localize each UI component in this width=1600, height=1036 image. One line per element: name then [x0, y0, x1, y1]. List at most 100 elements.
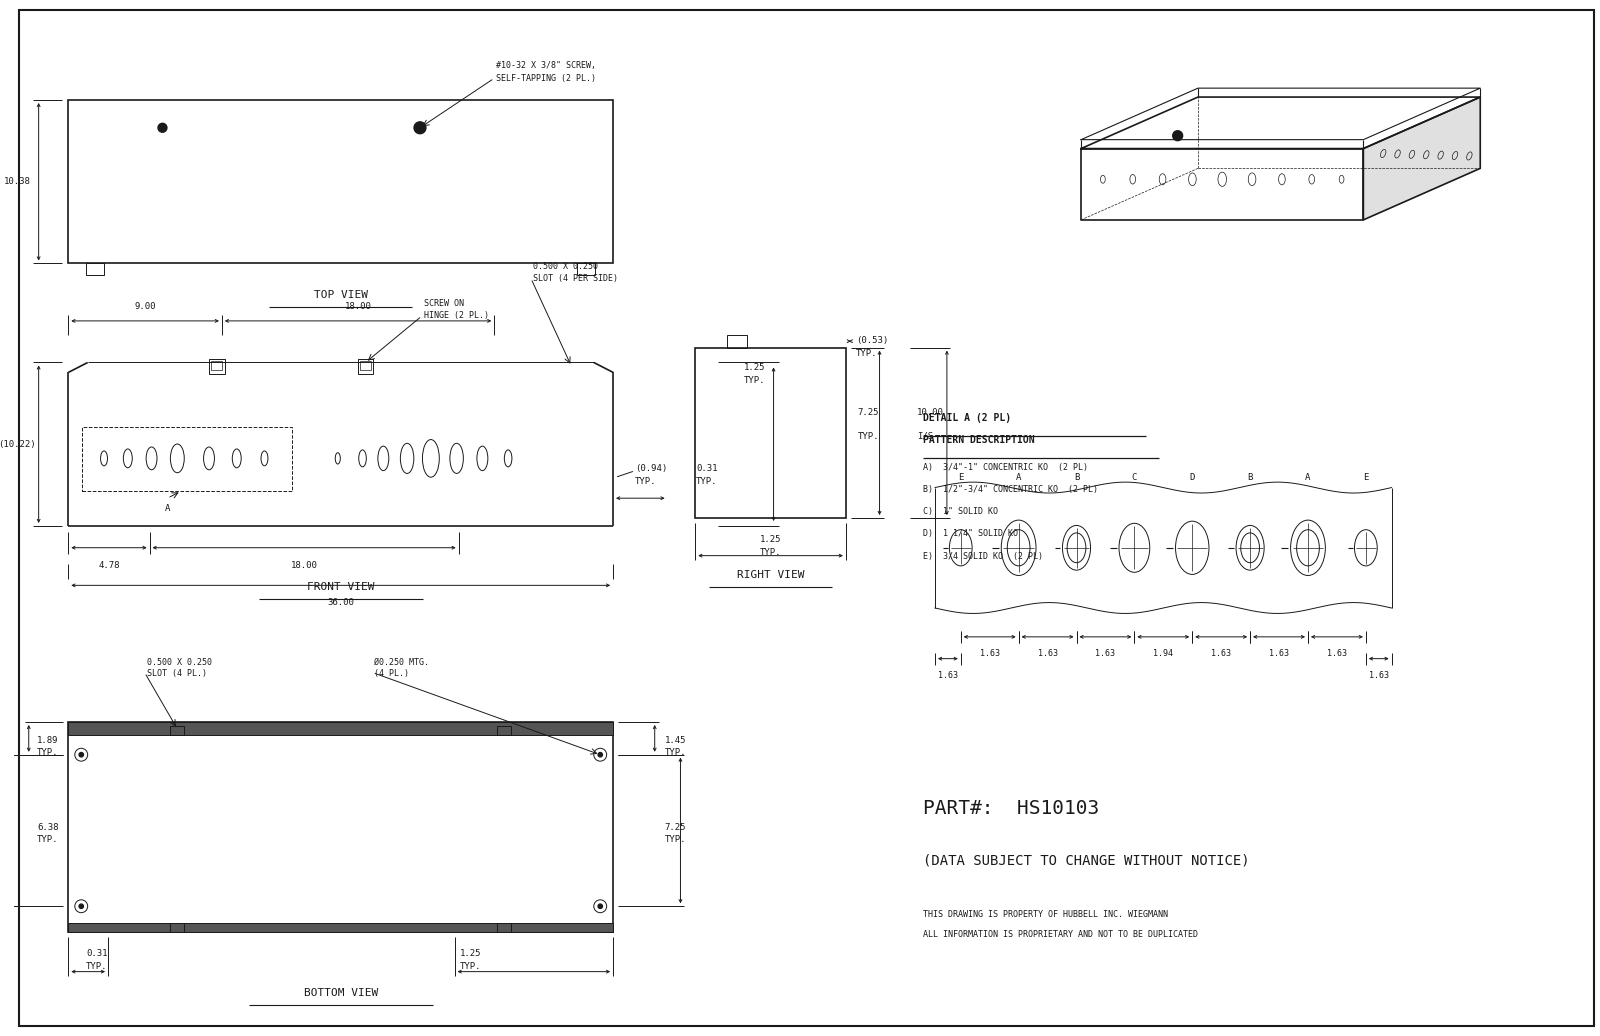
- Text: 1.94: 1.94: [1154, 649, 1173, 658]
- Text: SLOT (4 PL.): SLOT (4 PL.): [147, 669, 206, 679]
- Text: TYP.: TYP.: [37, 748, 59, 757]
- Bar: [69, 100, 613, 263]
- Text: SCREW ON: SCREW ON: [424, 299, 464, 308]
- Polygon shape: [1082, 148, 1363, 220]
- Text: 0.31: 0.31: [696, 464, 718, 473]
- Bar: [69, 722, 613, 932]
- Bar: [82, 427, 293, 491]
- Text: 36.00: 36.00: [328, 598, 354, 607]
- Text: 1.25: 1.25: [760, 536, 781, 544]
- Bar: [86, 263, 104, 276]
- Text: (4 PL.): (4 PL.): [374, 669, 410, 679]
- Text: A: A: [1306, 472, 1310, 482]
- Text: 1.63: 1.63: [1211, 649, 1230, 658]
- Text: I/S: I/S: [917, 432, 933, 440]
- Text: 1.63: 1.63: [1096, 649, 1115, 658]
- Text: E: E: [958, 472, 963, 482]
- Text: PART#:  HS10103: PART#: HS10103: [923, 799, 1099, 818]
- Text: TYP.: TYP.: [744, 376, 765, 384]
- Circle shape: [158, 123, 166, 133]
- Circle shape: [414, 122, 426, 134]
- Text: #10-32 X 3/8" SCREW,: #10-32 X 3/8" SCREW,: [496, 61, 597, 70]
- Text: (DATA SUBJECT TO CHANGE WITHOUT NOTICE): (DATA SUBJECT TO CHANGE WITHOUT NOTICE): [923, 854, 1250, 867]
- Text: TOP VIEW: TOP VIEW: [314, 290, 368, 300]
- Text: 18.00: 18.00: [344, 303, 371, 311]
- Circle shape: [1173, 131, 1182, 141]
- Text: 1.25: 1.25: [744, 363, 765, 372]
- Text: TYP.: TYP.: [664, 835, 686, 844]
- Text: C: C: [1131, 472, 1138, 482]
- Text: 6.38: 6.38: [37, 823, 59, 832]
- Text: DETAIL A (2 PL): DETAIL A (2 PL): [923, 413, 1011, 423]
- Text: 1.63: 1.63: [979, 649, 1000, 658]
- Text: (10.22): (10.22): [0, 439, 35, 449]
- Text: ALL INFORMATION IS PROPRIETARY AND NOT TO BE DUPLICATED: ALL INFORMATION IS PROPRIETARY AND NOT T…: [923, 930, 1198, 939]
- Text: TYP.: TYP.: [86, 962, 107, 971]
- Text: 1.45: 1.45: [664, 737, 686, 745]
- Bar: [170, 923, 184, 932]
- Polygon shape: [1363, 97, 1480, 220]
- Circle shape: [598, 752, 603, 757]
- Text: (0.53): (0.53): [856, 337, 888, 345]
- Bar: [498, 726, 510, 735]
- Text: E)  3/4 SOLID KO  (2 PL): E) 3/4 SOLID KO (2 PL): [923, 552, 1043, 560]
- Text: 0.500 X 0.250: 0.500 X 0.250: [533, 262, 598, 271]
- Text: PATTERN DESCRIPTION: PATTERN DESCRIPTION: [923, 435, 1035, 444]
- Polygon shape: [1082, 97, 1480, 148]
- Text: THIS DRAWING IS PROPERTY OF HUBBELL INC. WIEGMANN: THIS DRAWING IS PROPERTY OF HUBBELL INC.…: [923, 911, 1168, 919]
- Text: TYP.: TYP.: [760, 548, 781, 557]
- Text: TYP.: TYP.: [858, 432, 880, 440]
- Text: 10.38: 10.38: [3, 177, 30, 186]
- Bar: [210, 358, 226, 374]
- Text: BOTTOM VIEW: BOTTOM VIEW: [304, 988, 378, 999]
- Circle shape: [78, 752, 83, 757]
- Text: TYP.: TYP.: [459, 962, 482, 971]
- Text: A: A: [165, 503, 170, 513]
- Text: Ø0.250 MTG.: Ø0.250 MTG.: [374, 658, 429, 666]
- Text: 0.500 X 0.250: 0.500 X 0.250: [147, 658, 211, 666]
- Text: B: B: [1074, 472, 1078, 482]
- Bar: [211, 361, 222, 371]
- Text: 1.63: 1.63: [1037, 649, 1058, 658]
- Text: 4.78: 4.78: [98, 560, 120, 570]
- Text: D: D: [1189, 472, 1195, 482]
- Text: 1.63: 1.63: [1368, 670, 1389, 680]
- Text: B)  1/2"-3/4" CONCENTRIC KO  (2 PL): B) 1/2"-3/4" CONCENTRIC KO (2 PL): [923, 485, 1098, 494]
- Text: RIGHT VIEW: RIGHT VIEW: [738, 571, 805, 580]
- Text: A: A: [1016, 472, 1021, 482]
- Text: SELF-TAPPING (2 PL.): SELF-TAPPING (2 PL.): [496, 75, 597, 83]
- Text: B: B: [1248, 472, 1253, 482]
- Text: SLOT (4 PER SIDE): SLOT (4 PER SIDE): [533, 275, 618, 283]
- Text: D)  1 1/4" SOLID KO: D) 1 1/4" SOLID KO: [923, 529, 1018, 539]
- Text: C)  1" SOLID KO: C) 1" SOLID KO: [923, 507, 998, 516]
- Bar: [357, 358, 373, 374]
- Bar: [170, 726, 184, 735]
- Bar: [69, 923, 613, 932]
- Text: 10.00: 10.00: [917, 408, 944, 416]
- Text: 18.00: 18.00: [291, 560, 317, 570]
- Text: TYP.: TYP.: [696, 477, 718, 486]
- Bar: [498, 923, 510, 932]
- Text: 1.63: 1.63: [1269, 649, 1290, 658]
- Text: TYP.: TYP.: [635, 477, 656, 486]
- Text: E: E: [1363, 472, 1368, 482]
- Text: TYP.: TYP.: [664, 748, 686, 757]
- Bar: [360, 361, 371, 371]
- Bar: [69, 722, 613, 735]
- Circle shape: [78, 904, 83, 909]
- Bar: [726, 335, 747, 348]
- Text: 0.31: 0.31: [86, 949, 107, 958]
- Text: A)  3/4"-1" CONCENTRIC KO  (2 PL): A) 3/4"-1" CONCENTRIC KO (2 PL): [923, 462, 1088, 471]
- Text: 1.25: 1.25: [459, 949, 482, 958]
- Text: 1.63: 1.63: [1326, 649, 1347, 658]
- Text: TYP.: TYP.: [856, 349, 877, 358]
- Text: FRONT VIEW: FRONT VIEW: [307, 582, 374, 593]
- Text: 7.25: 7.25: [664, 823, 686, 832]
- Text: HINGE (2 PL.): HINGE (2 PL.): [424, 311, 490, 320]
- Circle shape: [598, 904, 603, 909]
- Text: 1.63: 1.63: [938, 670, 958, 680]
- Text: TYP.: TYP.: [37, 835, 59, 844]
- Text: (0.94): (0.94): [635, 464, 667, 473]
- Text: 1.89: 1.89: [37, 737, 59, 745]
- Text: 7.25: 7.25: [858, 408, 880, 416]
